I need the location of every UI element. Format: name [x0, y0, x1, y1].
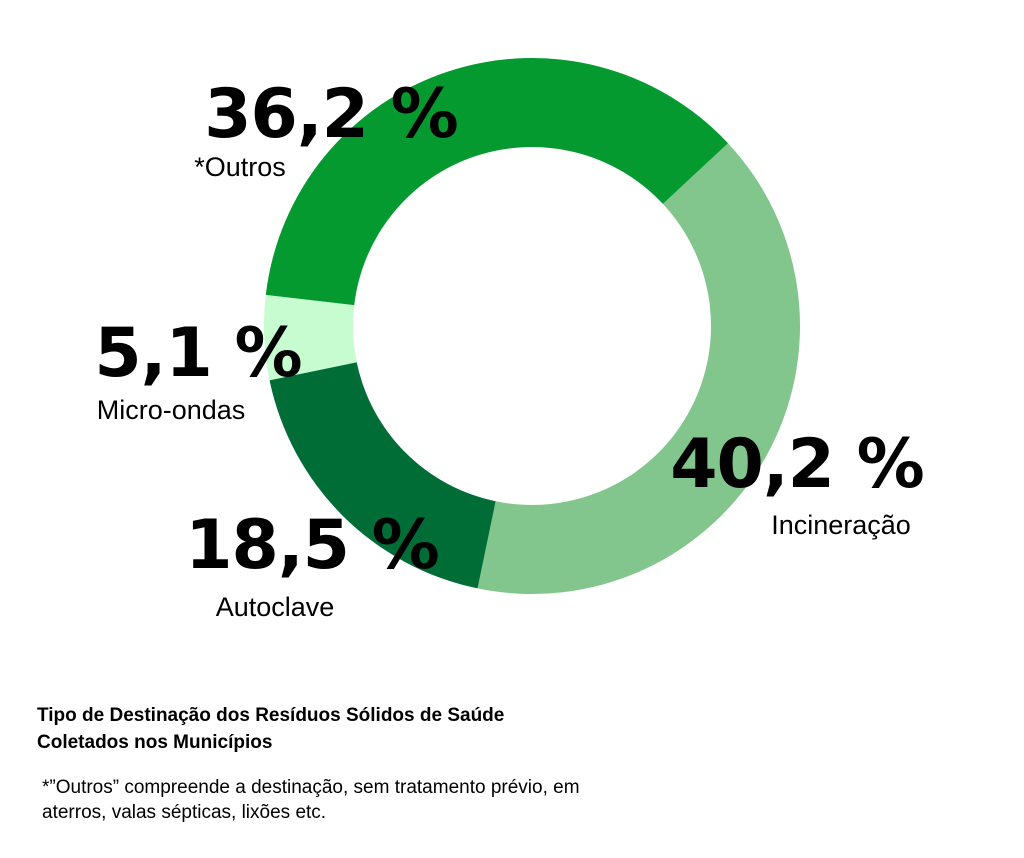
- data-label-outros-value: 36,2 %: [204, 75, 458, 154]
- data-label-autoclave-name: Autoclave: [216, 592, 335, 622]
- donut-slice-outros: [265, 58, 729, 306]
- donut-slice-incineracao: [477, 143, 800, 594]
- data-label-autoclave-value: 18,5 %: [185, 506, 439, 585]
- donut-slice-micro-ondas: [264, 294, 357, 381]
- chart-caption-title: Tipo de Destinação dos Resíduos Sólidos …: [37, 705, 505, 753]
- chart-footnote: *”Outros” compreende a destinação, sem t…: [42, 777, 580, 823]
- donut-slice-autoclave: [269, 362, 496, 589]
- donut-slices: [264, 58, 800, 594]
- data-label-micro-ondas-name: Micro-ondas: [97, 395, 246, 425]
- data-label-incineracao-name: Incineração: [771, 510, 911, 540]
- data-label-incineracao-value: 40,2 %: [670, 425, 924, 504]
- data-label-outros-name: *Outros: [194, 152, 286, 182]
- data-label-micro-ondas-value: 5,1 %: [94, 314, 301, 393]
